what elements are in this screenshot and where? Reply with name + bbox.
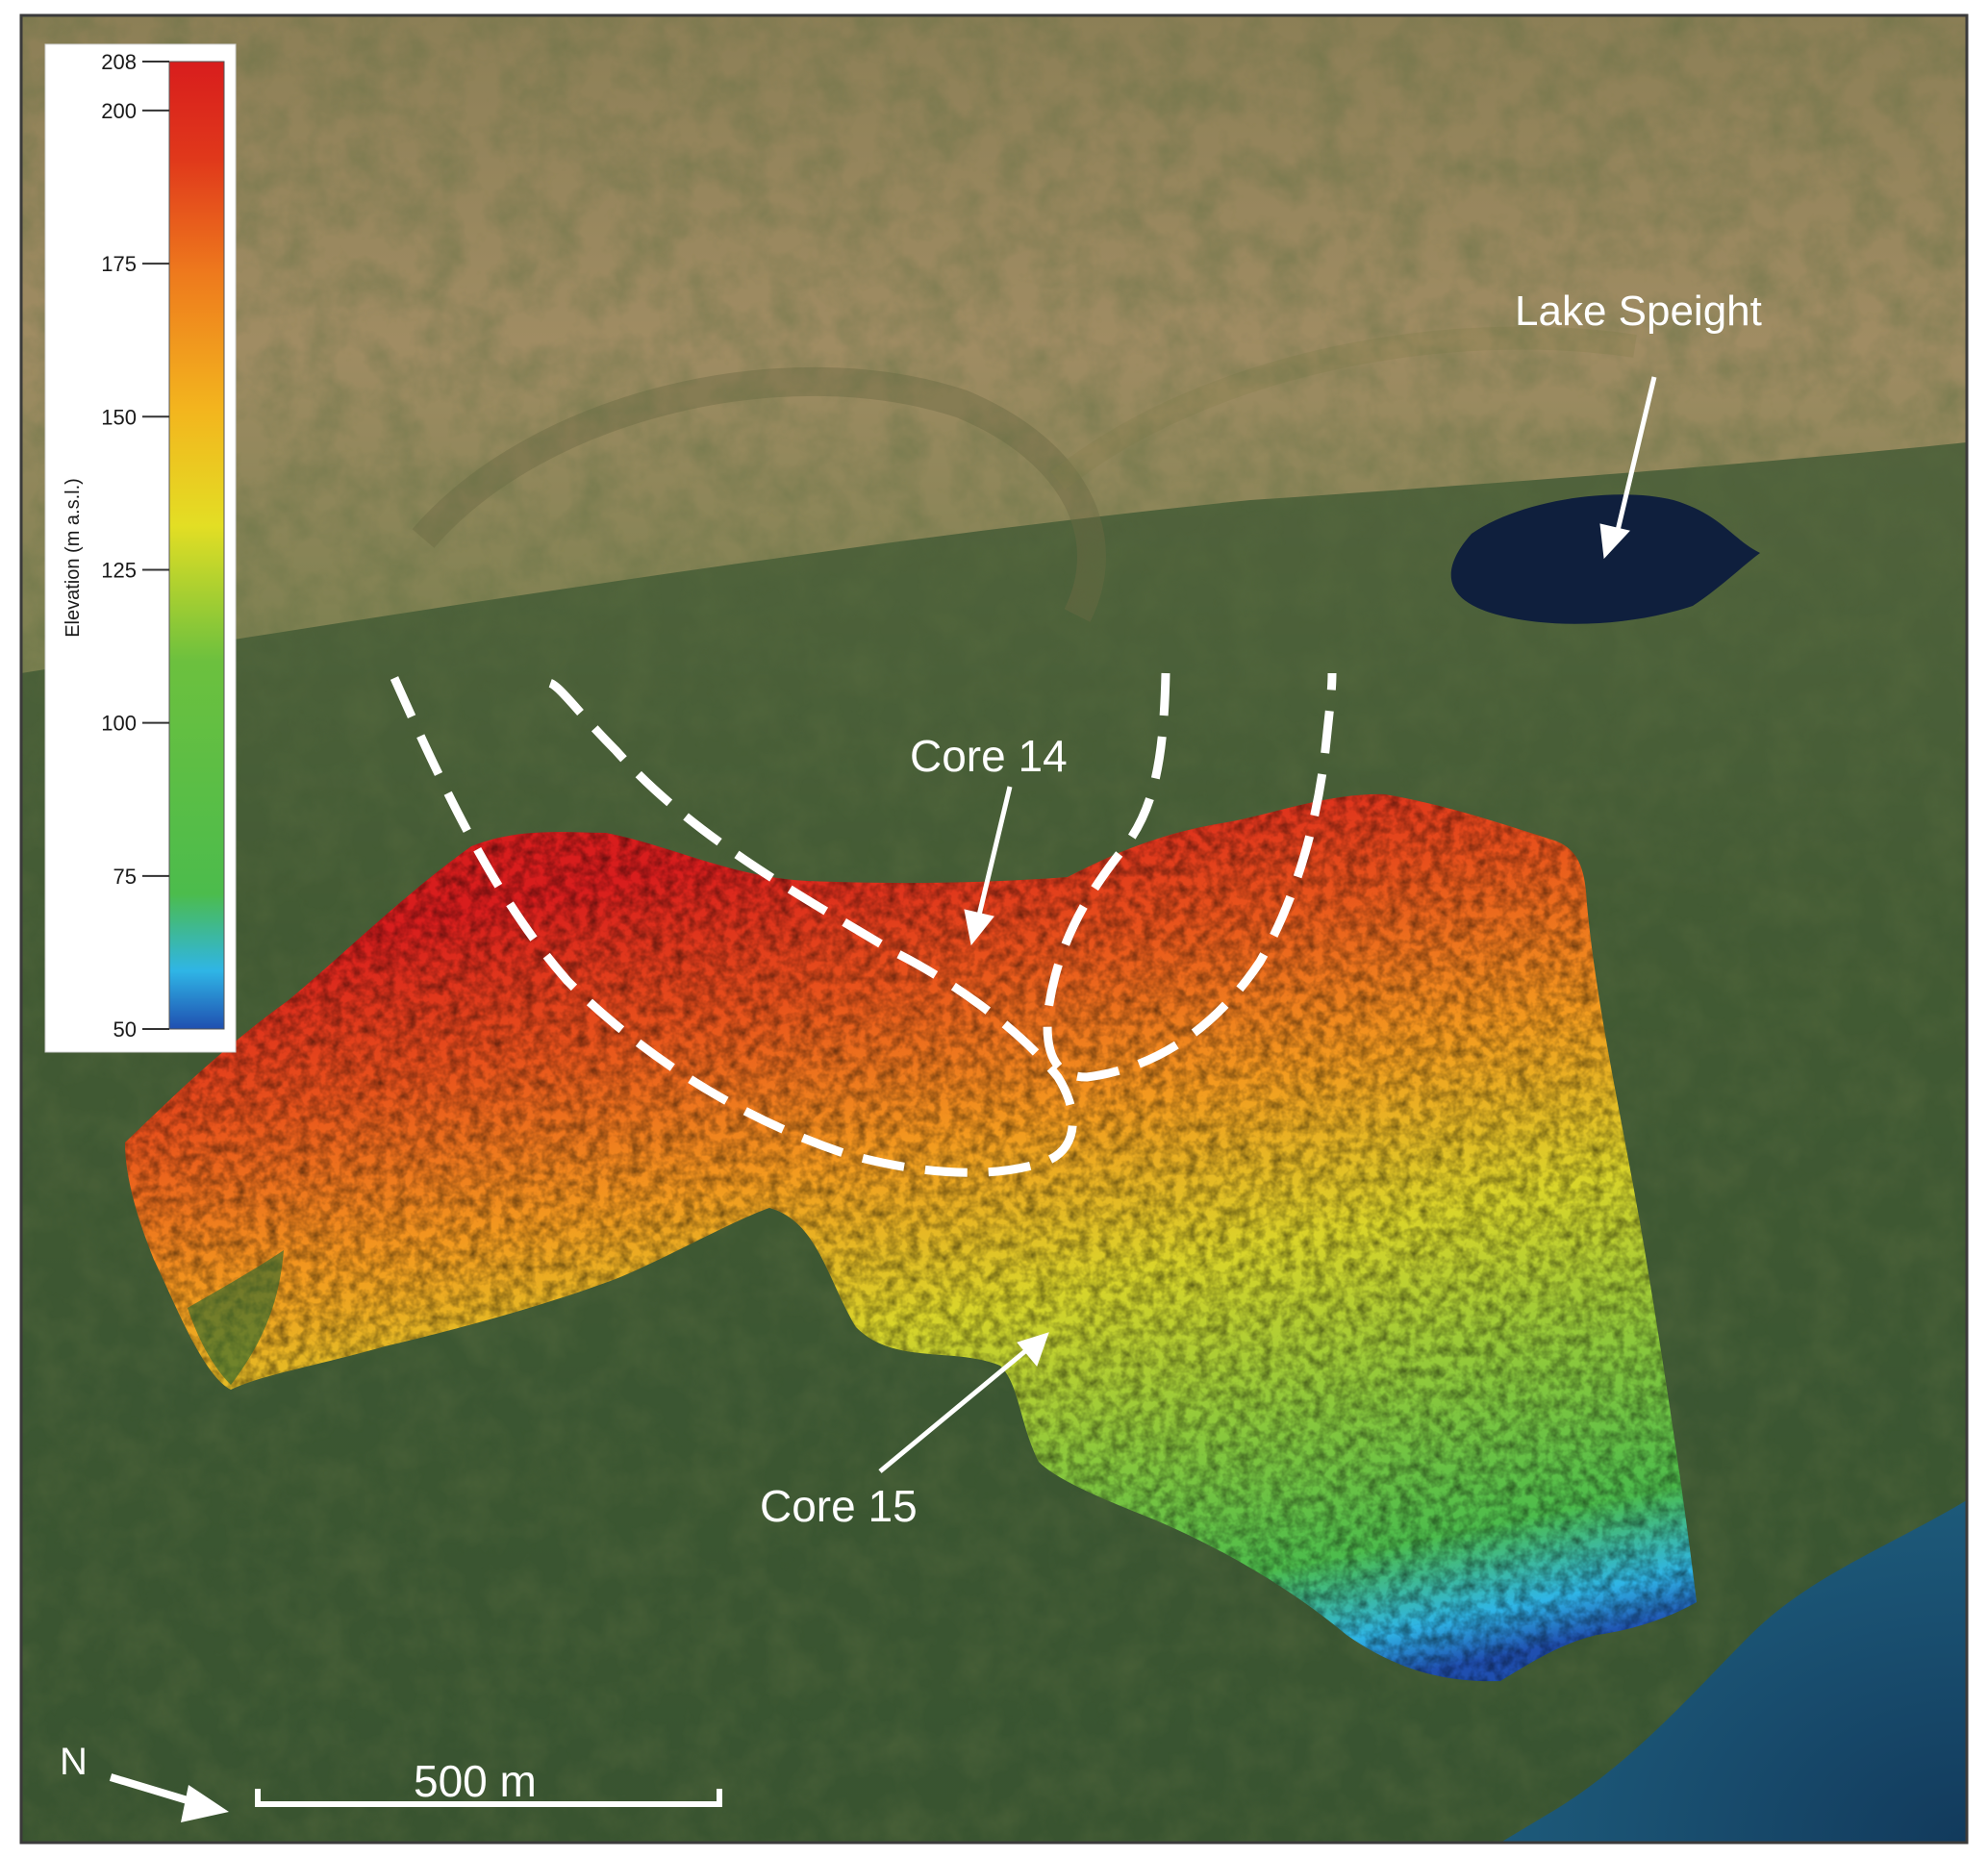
- label-core14: Core 14: [910, 731, 1068, 781]
- north-label: N: [60, 1741, 88, 1783]
- legend-ticks: 208 200 175 150 125 100 75 50: [101, 50, 169, 1042]
- dashed-outline-core15-lobe: [390, 676, 1077, 1177]
- legend-tick-label: 50: [113, 1017, 137, 1042]
- figure-border: [19, 13, 1969, 1845]
- arrow-lake-speight: [1613, 376, 1657, 540]
- annotation-arrows: [878, 376, 1657, 1473]
- scale-bar-label: 500 m: [414, 1756, 537, 1806]
- lake-speight: [1450, 494, 1760, 624]
- legend-tick-label: 75: [113, 865, 137, 889]
- legend-tick-label: 125: [101, 558, 137, 582]
- label-lake-speight: Lake Speight: [1515, 288, 1762, 335]
- legend-tick-label: 100: [101, 712, 137, 736]
- arrow-core14-head: [964, 909, 994, 946]
- dashed-outlines: [390, 672, 1337, 1177]
- arrow-lake-speight-head: [1599, 523, 1630, 560]
- legend-tick-label: 208: [101, 50, 137, 74]
- legend-title: Elevation (m a.s.l.): [63, 478, 84, 638]
- scale-bar: [255, 1789, 722, 1807]
- north-arrow: N: [60, 1741, 229, 1822]
- arrow-core15-head: [1017, 1332, 1049, 1367]
- arrow-core14: [974, 786, 1013, 924]
- dashed-outline-core14-lobe: [1043, 672, 1337, 1082]
- legend-tick-label: 150: [101, 405, 137, 429]
- legend-colorbar: [168, 61, 225, 1030]
- dem-overlay: [125, 793, 1697, 1682]
- elevation-legend: Elevation (m a.s.l.) 208 200 175 150 125 100 7…: [44, 43, 237, 1053]
- sea-water: [1500, 1500, 1967, 1843]
- north-arrow-head: [181, 1785, 229, 1822]
- legend-tick-label: 175: [101, 252, 137, 276]
- arrow-core15: [878, 1344, 1033, 1473]
- label-core15: Core 15: [760, 1481, 918, 1531]
- legend-tick-label: 200: [101, 99, 137, 123]
- north-arrow-shaft: [109, 1773, 202, 1808]
